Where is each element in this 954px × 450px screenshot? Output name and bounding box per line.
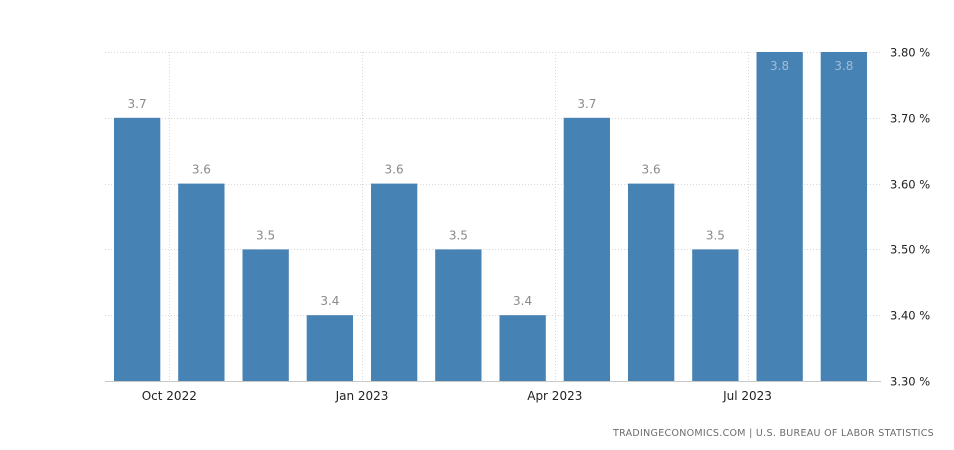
bar[interactable] xyxy=(306,315,353,381)
bar-data-label: 3.8 xyxy=(770,59,789,73)
bar[interactable] xyxy=(499,315,546,381)
y-tick-label: 3.60 % xyxy=(890,178,930,192)
bar-data-label: 3.7 xyxy=(128,97,147,111)
bar[interactable] xyxy=(756,52,803,381)
bar[interactable] xyxy=(114,117,161,382)
bar[interactable] xyxy=(178,183,225,381)
bar[interactable] xyxy=(820,52,867,381)
bar-data-label: 3.7 xyxy=(577,97,596,111)
y-tick-label: 3.30 % xyxy=(890,375,930,389)
bar[interactable] xyxy=(435,249,482,381)
x-tick-label: Oct 2022 xyxy=(142,389,197,403)
y-axis: 3.30 % 3.40 % 3.50 % 3.60 % 3.70 % 3.80 % xyxy=(890,46,930,389)
bar[interactable] xyxy=(692,249,739,381)
bar[interactable] xyxy=(563,117,610,382)
y-tick-label: 3.40 % xyxy=(890,309,930,323)
x-axis: Oct 2022 Jan 2023 Apr 2023 Jul 2023 xyxy=(142,389,772,403)
bar-data-label: 3.8 xyxy=(834,59,853,73)
bar[interactable] xyxy=(628,183,675,381)
bar[interactable] xyxy=(371,183,418,381)
bar-data-label: 3.4 xyxy=(320,294,339,308)
bar-data-label: 3.4 xyxy=(513,294,532,308)
bar-data-label: 3.5 xyxy=(706,228,725,242)
source-credit: TRADINGECONOMICS.COM | U.S. BUREAU OF LA… xyxy=(613,428,934,439)
y-tick-label: 3.70 % xyxy=(890,112,930,126)
grid-lines xyxy=(105,52,881,382)
bar-data-label: 3.5 xyxy=(449,228,468,242)
bar-data-label: 3.6 xyxy=(192,163,211,177)
y-tick-label: 3.50 % xyxy=(890,243,930,257)
x-tick-label: Jul 2023 xyxy=(722,389,772,403)
bar-data-label: 3.5 xyxy=(256,228,275,242)
y-tick-label: 3.80 % xyxy=(890,46,930,60)
bar-data-label: 3.6 xyxy=(642,163,661,177)
x-tick-label: Jan 2023 xyxy=(335,389,389,403)
bar[interactable] xyxy=(242,249,289,381)
bars xyxy=(114,52,867,382)
bar-data-label: 3.6 xyxy=(385,163,404,177)
x-tick-label: Apr 2023 xyxy=(527,389,582,403)
data-labels: 3.7 3.6 3.5 3.4 3.6 3.5 3.4 3.7 3.6 3.5 3.8 3.8 xyxy=(128,59,854,308)
